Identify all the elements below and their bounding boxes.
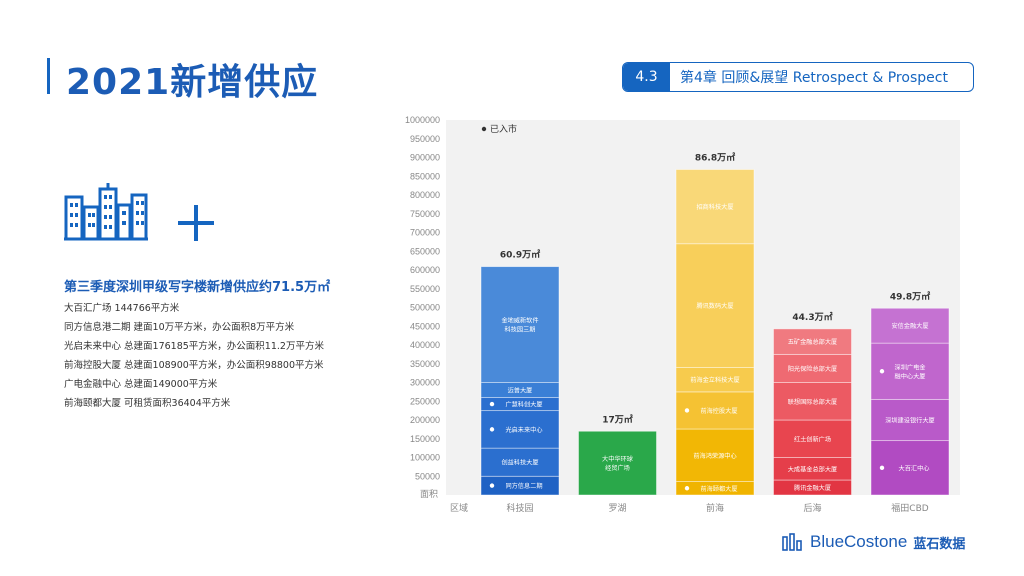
y-tick-label: 600000	[410, 265, 440, 275]
entered-marker	[879, 465, 885, 471]
segment-label: 联想国际总部大厦	[788, 398, 838, 406]
bar-segment	[773, 328, 852, 355]
detail-item: 前海控股大厦 总建面108900平方米，办公面积98800平方米	[64, 360, 324, 371]
segment-label: 深圳建设银行大厦	[885, 417, 935, 425]
brand-name-cn: 蓝石数据	[913, 536, 966, 552]
supply-detail-list: 大百汇广场 144766平方米 同方信息港二期 建面10万平方米，办公面积8万平…	[64, 299, 324, 413]
y-tick-label: 300000	[410, 378, 440, 388]
x-axis-label: 区域	[450, 502, 468, 514]
segment-label: 创益科技大厦	[501, 459, 538, 467]
segment-label: 同方信息二期	[505, 482, 542, 490]
bar-segment	[675, 243, 755, 368]
y-tick-label: 650000	[410, 246, 440, 256]
chapter-number: 4.3	[623, 63, 670, 91]
bar-segment	[675, 169, 755, 245]
segment-label: 广慧科创大厦	[505, 401, 542, 409]
segment-label: 迈普大厦	[508, 387, 533, 395]
bar-segment	[773, 419, 852, 458]
bar-total-label: 17万㎡	[602, 413, 633, 425]
x-category-label: 前海	[706, 502, 724, 514]
bar-total-label: 49.8万㎡	[890, 290, 930, 302]
y-tick-label: 100000	[410, 453, 440, 463]
x-category-label: 科技园	[506, 502, 533, 514]
entered-marker	[489, 401, 495, 407]
legend-label: 已入市	[490, 123, 517, 135]
bar-total-label: 60.9万㎡	[500, 249, 540, 261]
segment-label: 经贸广场	[605, 464, 630, 472]
y-tick-label: 200000	[410, 415, 440, 425]
bar-segment	[578, 430, 657, 496]
entered-marker	[684, 408, 690, 413]
segment-label: 大百汇中心	[899, 464, 930, 472]
bar-segment	[870, 398, 950, 442]
page-title: 2021新增供应	[66, 62, 319, 103]
segment-label: 大成基金总部大厦	[788, 465, 838, 473]
brand-logo: BlueCostone 蓝石数据	[782, 532, 965, 552]
y-tick-label: 400000	[410, 340, 440, 350]
x-category-label: 福田CBD	[891, 502, 928, 514]
segment-label: 五矿金融总部大厦	[788, 338, 838, 346]
entered-marker	[684, 486, 690, 491]
segment-label: 前海金立科技大厦	[690, 376, 740, 384]
detail-item: 大百汇广场 144766平方米	[64, 303, 180, 314]
bar-segment	[480, 447, 560, 477]
entered-marker	[489, 427, 495, 432]
y-tick-label: 50000	[415, 471, 440, 481]
y-tick-label: 250000	[410, 396, 440, 406]
x-category-label: 罗湖	[608, 503, 626, 514]
segment-label: 光启未来中心	[505, 426, 542, 434]
segment-label: 科技园三期	[505, 326, 536, 334]
y-tick-label: 550000	[410, 284, 440, 294]
bar-segment	[773, 382, 852, 421]
segment-label: 金地威新软件	[501, 317, 538, 325]
y-tick-label: 500000	[410, 303, 440, 313]
segment-label: 腾讯金融大厦	[794, 484, 831, 492]
segment-label: 安信金融大厦	[891, 322, 928, 330]
segment-label: 红土创新广场	[794, 435, 831, 443]
bar-segment	[480, 266, 560, 383]
y-tick-label: 750000	[410, 209, 440, 219]
supply-headline: 第三季度深圳甲级写字楼新增供应约71.5万㎡	[64, 280, 331, 295]
detail-item: 广电金融中心 总建面149000平方米	[64, 379, 218, 390]
title-accent-bar	[47, 58, 50, 94]
bar-total-label: 86.8万㎡	[695, 152, 735, 164]
bar-total-label: 44.3万㎡	[792, 311, 832, 323]
y-tick-label: 700000	[410, 228, 440, 238]
bar-segment	[675, 428, 755, 482]
segment-label: 前海控股大厦	[700, 407, 737, 415]
y-tick-label: 1000000	[405, 115, 440, 125]
segment-label: 前海鸿荣源中心	[693, 452, 736, 460]
bar-segment	[773, 353, 852, 383]
bar-segment	[870, 307, 950, 344]
entered-marker	[489, 483, 495, 488]
entered-marker	[879, 369, 885, 374]
segment-label: 融中心大厦	[895, 372, 926, 380]
chapter-label: 第4章 回顾&展望 Retrospect & Prospect	[680, 70, 948, 86]
buildings-plus-icon	[64, 183, 224, 247]
segment-label: 阳光保险总部大厦	[788, 365, 838, 373]
detail-item: 前海颐都大厦 可租赁面积36404平方米	[64, 398, 231, 409]
segment-label: 深圳广电金	[895, 363, 927, 371]
y-tick-label: 350000	[410, 359, 440, 369]
brand-name-en: BlueCostone	[810, 532, 908, 551]
y-tick-label: 800000	[410, 190, 440, 200]
detail-item: 同方信息港二期 建面10万平方米，办公面积8万平方米	[64, 322, 295, 333]
y-tick-label: 900000	[410, 153, 440, 163]
stacked-bar-chart: 1000000 950000 900000 850000 800000 750000 700…	[405, 115, 960, 514]
y-tick-label: 450000	[410, 321, 440, 331]
brand-bars-icon	[782, 533, 802, 551]
bar-segment	[675, 367, 755, 393]
y-axis-label: 面积	[420, 488, 438, 500]
chapter-tag: 4.3 第4章 回顾&展望 Retrospect & Prospect	[622, 62, 974, 92]
legend-marker	[481, 126, 487, 132]
segment-label: 招商科技大厦	[696, 203, 733, 211]
y-tick-label: 850000	[410, 171, 440, 181]
y-tick-label: 950000	[410, 134, 440, 144]
segment-label: 大中华环球	[602, 455, 634, 463]
segment-label: 前海颐都大厦	[700, 485, 737, 493]
x-category-label: 后海	[803, 502, 821, 514]
y-tick-label: 150000	[410, 434, 440, 444]
detail-item: 光启未来中心 总建面176185平方米，办公面积11.2万平方米	[64, 341, 324, 352]
segment-label: 腾讯数码大厦	[696, 302, 733, 310]
